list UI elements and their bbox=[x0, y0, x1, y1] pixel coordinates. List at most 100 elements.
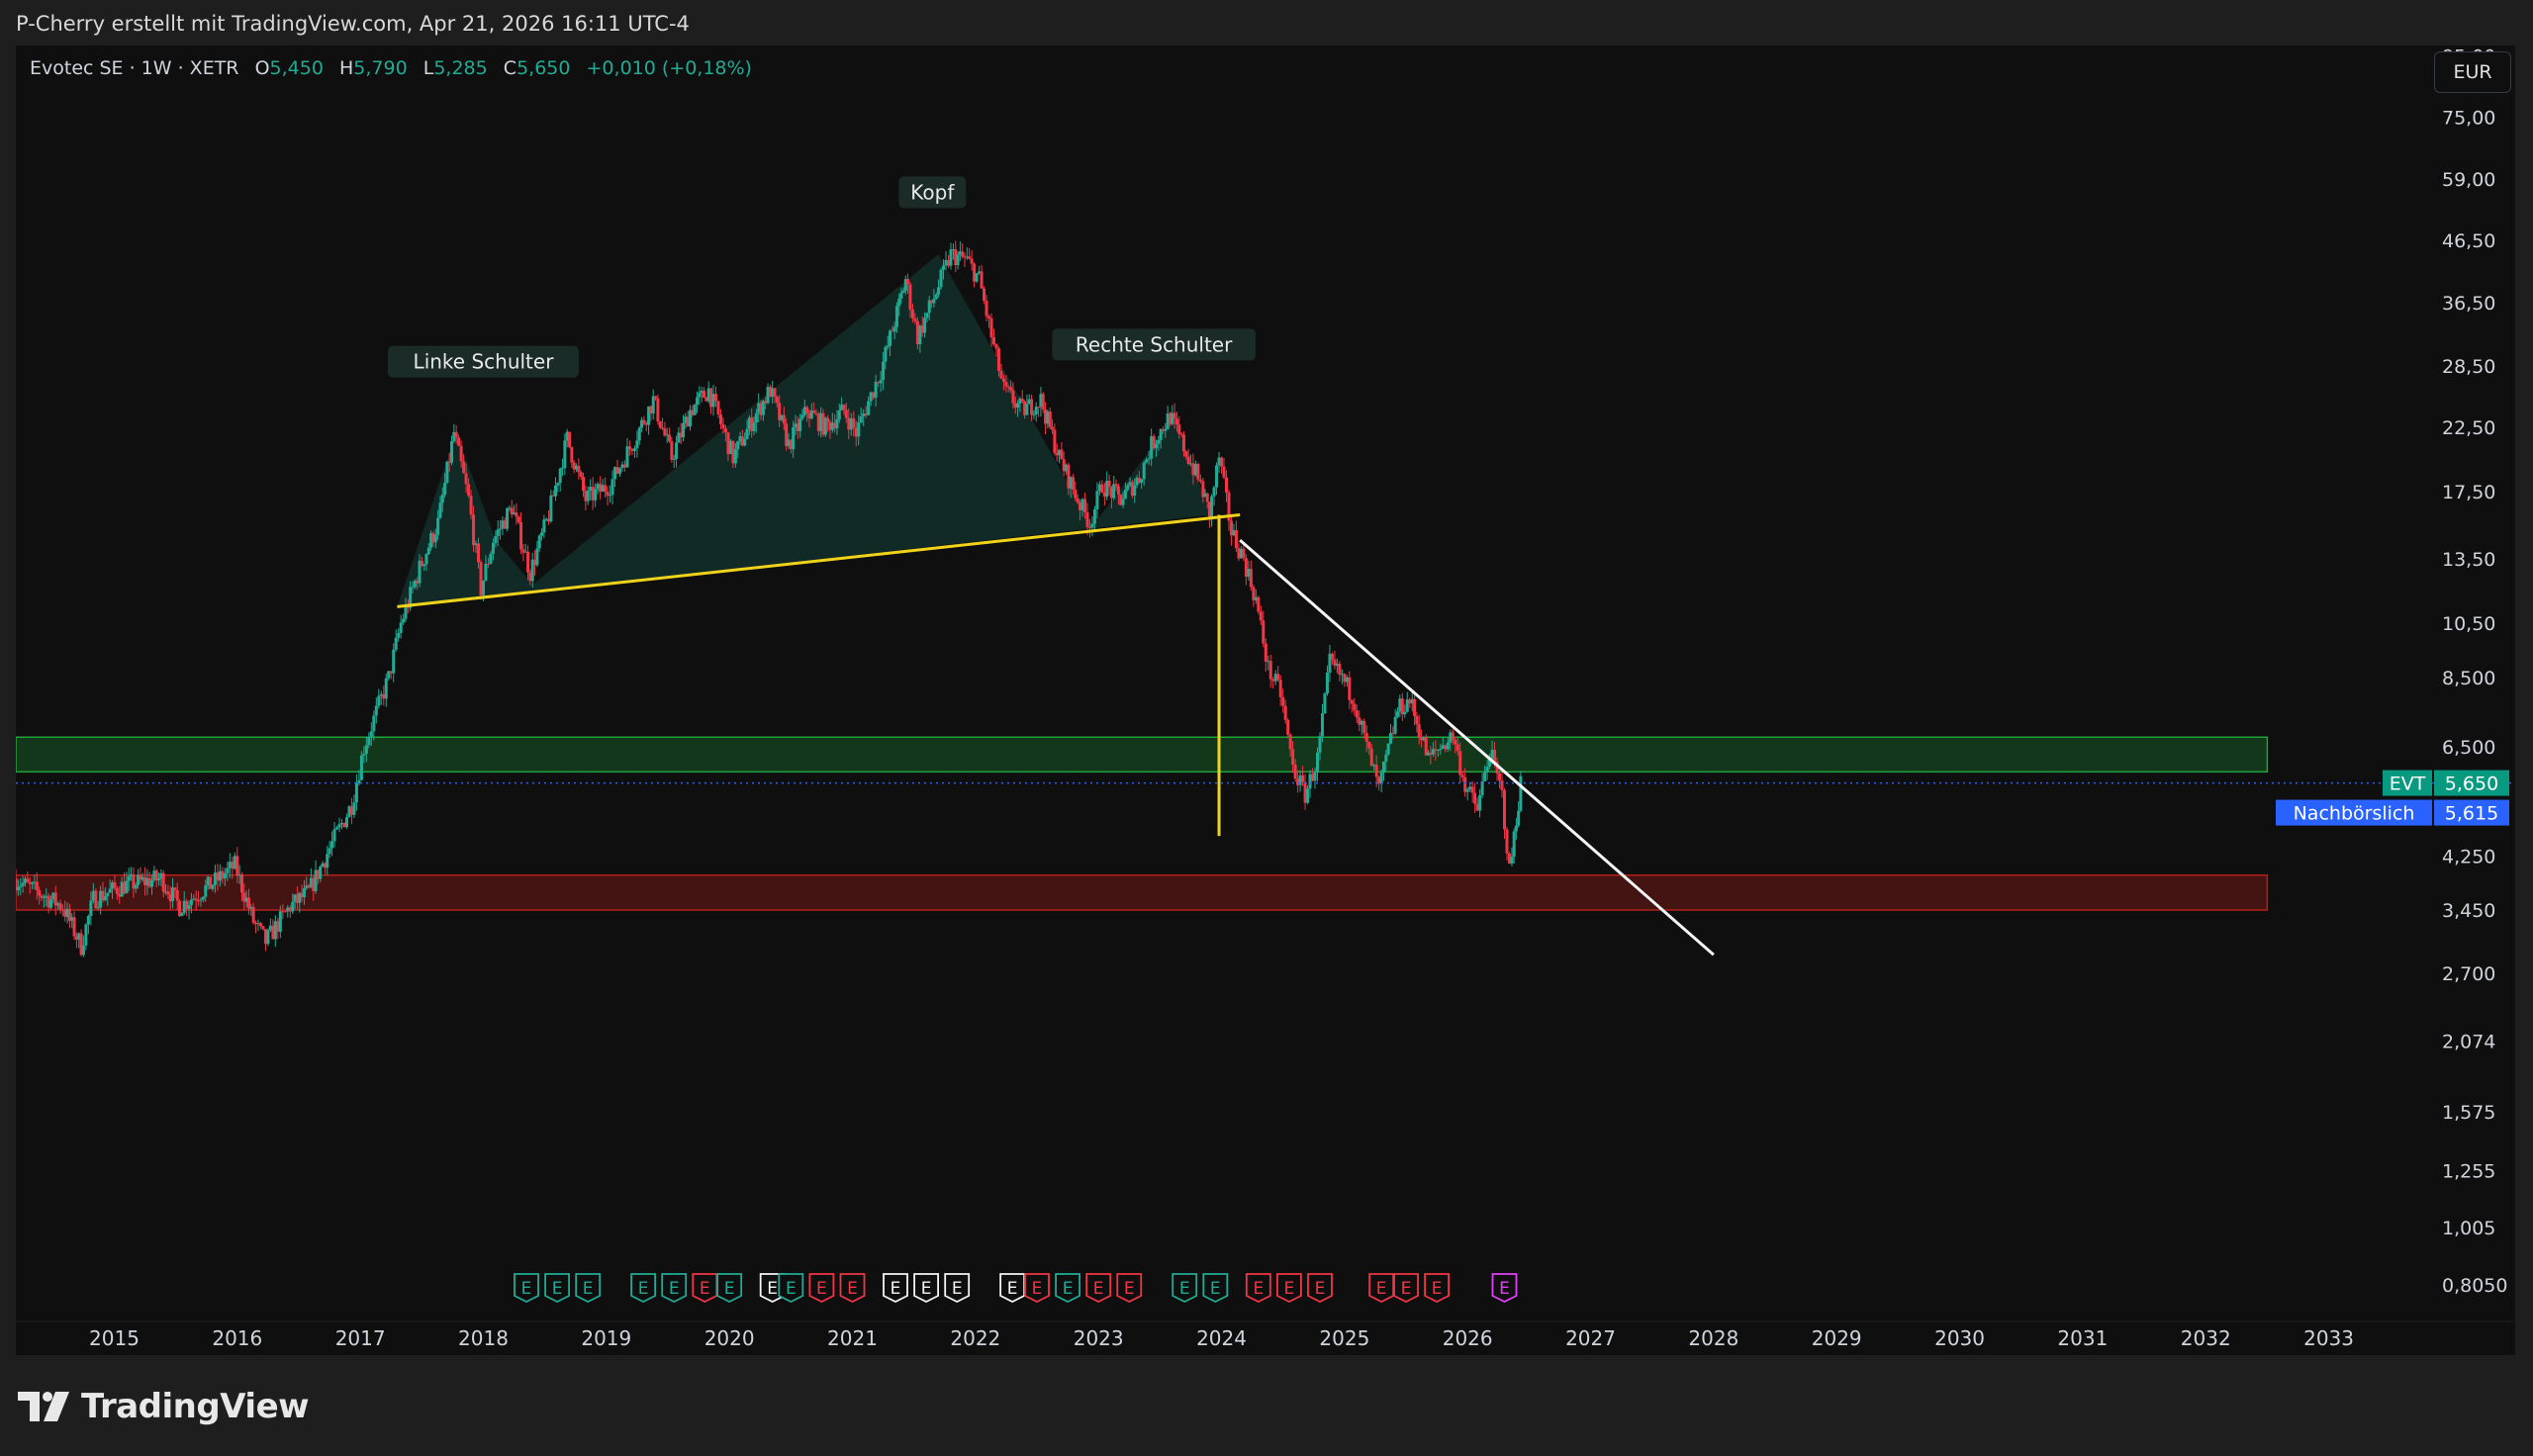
candle-body bbox=[778, 403, 782, 420]
annotation-box bbox=[1052, 328, 1256, 361]
candle-body bbox=[1480, 780, 1484, 795]
candle-body bbox=[96, 907, 100, 909]
x-tick-label: 2028 bbox=[1688, 1326, 1738, 1350]
earnings-label: E bbox=[1432, 1279, 1443, 1299]
candle-body bbox=[377, 695, 381, 706]
candle-body bbox=[944, 260, 948, 266]
candle-body bbox=[443, 483, 447, 496]
candle-body bbox=[1217, 457, 1221, 466]
candle-body bbox=[454, 431, 458, 438]
candle-body bbox=[1427, 752, 1431, 756]
candle-body bbox=[805, 407, 809, 413]
candle-body bbox=[1011, 390, 1015, 404]
candle-body bbox=[70, 917, 74, 921]
earnings-label: E bbox=[1401, 1279, 1412, 1299]
x-tick-label: 2033 bbox=[2303, 1326, 2354, 1350]
candle-body bbox=[513, 512, 516, 515]
price-tag-value-bg bbox=[2434, 770, 2509, 796]
tradingview-brand: TradingView bbox=[81, 1387, 310, 1426]
candle-body bbox=[807, 412, 811, 419]
candle-body bbox=[958, 251, 962, 255]
candle-body bbox=[1320, 713, 1324, 737]
candle-body bbox=[1254, 596, 1258, 600]
currency-button[interactable]: EUR bbox=[2434, 51, 2511, 93]
candle-body bbox=[679, 432, 683, 437]
candle-body bbox=[954, 249, 958, 266]
candle-body bbox=[526, 551, 530, 573]
candle-body bbox=[1168, 412, 1172, 424]
candle-body bbox=[1422, 737, 1426, 741]
candle-body bbox=[991, 337, 995, 345]
candle-body bbox=[307, 885, 311, 888]
candle-body bbox=[321, 863, 325, 867]
candle-body bbox=[130, 874, 134, 877]
candle-body bbox=[503, 520, 507, 529]
candle-body bbox=[736, 441, 740, 450]
candle-body bbox=[1232, 530, 1236, 536]
candle-body bbox=[256, 923, 260, 925]
candle-body bbox=[773, 388, 777, 398]
candle-body bbox=[1116, 486, 1120, 495]
candle-body bbox=[1271, 679, 1275, 682]
candle-body bbox=[433, 534, 437, 543]
candle-body bbox=[1048, 411, 1052, 427]
x-tick-label: 2015 bbox=[89, 1326, 140, 1350]
candle-body bbox=[713, 394, 717, 402]
candle-body bbox=[1227, 492, 1231, 521]
y-tick-label: 8,500 bbox=[2442, 668, 2495, 689]
candle-body bbox=[481, 581, 485, 595]
candle-body bbox=[821, 412, 825, 435]
candle-body bbox=[464, 473, 468, 485]
candle-body bbox=[1463, 776, 1467, 792]
candle-body bbox=[19, 885, 23, 887]
candle-body bbox=[237, 874, 241, 876]
candle-body bbox=[49, 899, 53, 908]
candle-body bbox=[1097, 484, 1101, 492]
candle-body bbox=[1234, 530, 1238, 549]
candle-body bbox=[1100, 484, 1104, 494]
candle-body bbox=[1018, 398, 1022, 404]
chart-panel[interactable]: Linke Schulter Kopf Rechte Schulter E E E E E E E… bbox=[16, 46, 2515, 1355]
candle-body bbox=[1460, 774, 1464, 777]
candle-body bbox=[1004, 382, 1008, 387]
candle-body bbox=[1470, 786, 1474, 793]
candle-body bbox=[752, 422, 756, 431]
candle-body bbox=[1276, 674, 1280, 681]
candle-body bbox=[1174, 418, 1178, 425]
candle-body bbox=[123, 881, 127, 894]
candle-body bbox=[499, 528, 503, 530]
candle-body bbox=[1239, 548, 1243, 559]
candle-body bbox=[1429, 752, 1433, 755]
candle-body bbox=[604, 485, 608, 493]
candle-body bbox=[1128, 482, 1132, 486]
candle-body bbox=[145, 877, 149, 886]
candle-body bbox=[1215, 465, 1219, 488]
candle-body bbox=[137, 874, 141, 885]
candle-body bbox=[1137, 477, 1141, 484]
candle-body bbox=[1268, 661, 1272, 680]
earnings-marker bbox=[1491, 1273, 1518, 1304]
candle-body bbox=[1350, 699, 1354, 704]
candle-body bbox=[192, 898, 196, 900]
earnings-marker bbox=[778, 1273, 804, 1304]
candle-body bbox=[1436, 749, 1440, 751]
candle-body bbox=[501, 520, 505, 529]
candle-body bbox=[1439, 748, 1443, 750]
candle-body bbox=[1281, 696, 1285, 706]
candle-body bbox=[640, 419, 644, 428]
candle-body bbox=[72, 917, 76, 937]
candle-body bbox=[462, 461, 466, 474]
candle-body bbox=[867, 401, 871, 415]
candle-body bbox=[508, 507, 512, 509]
candle-body bbox=[81, 945, 85, 956]
candle-body bbox=[180, 912, 184, 917]
candle-body bbox=[185, 900, 189, 910]
candle-body bbox=[1072, 477, 1076, 491]
candle-body bbox=[1023, 401, 1027, 415]
candle-body bbox=[194, 898, 198, 901]
candle-body bbox=[429, 532, 433, 548]
candle-body bbox=[164, 891, 168, 893]
candle-body bbox=[842, 405, 846, 410]
candle-body bbox=[74, 936, 78, 940]
